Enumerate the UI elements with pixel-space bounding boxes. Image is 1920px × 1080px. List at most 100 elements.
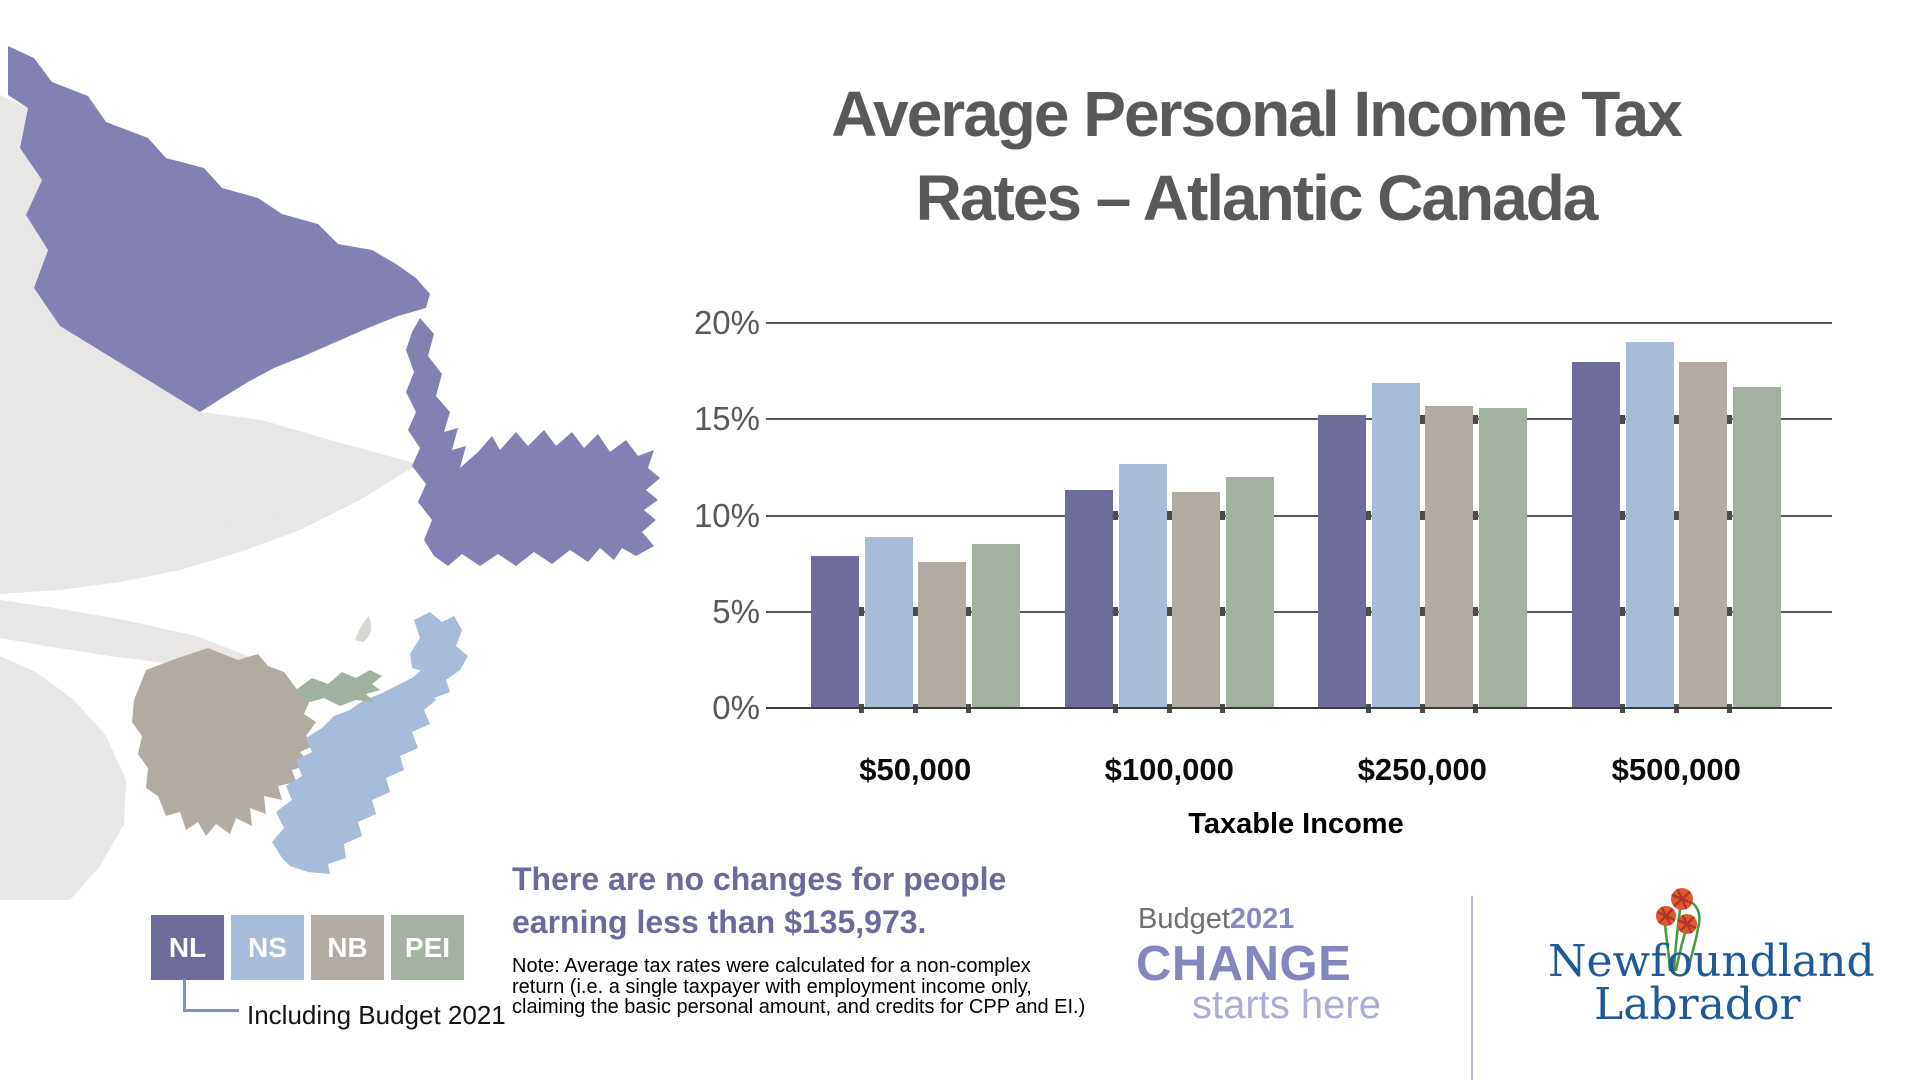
legend-swatch-label: PEI <box>404 931 451 963</box>
gridline <box>766 610 1832 613</box>
legend-swatch-nl: NL <box>151 915 224 980</box>
page-title-line2: Rates – Atlantic Canada <box>915 162 1599 234</box>
logo-wordmark-labrador: Labrador <box>1594 979 1801 1030</box>
vertical-divider <box>1471 896 1473 1080</box>
map-region-pei <box>296 670 382 706</box>
legend-connector-line <box>183 1009 239 1012</box>
legend-swatch-label: NS <box>248 931 287 963</box>
bar-nb-2 <box>1172 492 1220 708</box>
gridline-tick <box>1673 414 1679 424</box>
bar-pei-1 <box>971 544 1020 708</box>
gridline-tick <box>1727 607 1733 617</box>
bar-nl-4 <box>1572 361 1620 708</box>
pitcher-plant-flowers-icon <box>1656 888 1701 972</box>
gridline-tick <box>1220 607 1226 617</box>
bar-nl-2 <box>1065 490 1113 708</box>
legend-connector-line <box>183 979 186 1012</box>
gridline-tick <box>1419 414 1425 424</box>
bar-nl-3 <box>1318 415 1366 708</box>
x-axis-label: $50,000 <box>859 752 972 787</box>
bar-ns-1 <box>864 536 913 708</box>
highlight-statement: There are no changes for people earning … <box>512 858 1006 944</box>
bar-pei-4 <box>1732 386 1781 708</box>
footnote-line2: return (i.e. a single taxpayer with empl… <box>512 975 1032 998</box>
bar-ns-4 <box>1625 342 1674 708</box>
atlantic-canada-map <box>0 46 660 900</box>
gridline-tick <box>1473 414 1479 424</box>
map-region-background-land <box>0 95 418 594</box>
map-region-labrador <box>8 46 430 412</box>
x-axis-title: Taxable Income <box>1188 808 1404 840</box>
x-axis-label: $100,000 <box>1104 752 1234 787</box>
map-region-gaspe <box>0 600 253 666</box>
legend-swatch-pei: PEI <box>391 915 464 980</box>
gridline-tick <box>1166 511 1172 520</box>
bar-ns-3 <box>1371 382 1420 708</box>
legend-swatch-ns: NS <box>231 915 304 980</box>
map-region-cape-breton <box>410 612 468 698</box>
y-axis-tick-label: 15% <box>693 400 760 438</box>
y-axis-tick-label: 20% <box>693 304 760 341</box>
budget-2021-wordmark: Budget2021 <box>1138 903 1294 936</box>
gridline-tick <box>1620 414 1626 424</box>
gridline-tick <box>1620 607 1626 617</box>
bar-nb-3 <box>1425 405 1473 708</box>
gridline <box>766 418 1832 421</box>
budget-year: 2021 <box>1229 903 1295 935</box>
bar-nl-1 <box>811 555 859 708</box>
map-region-newfoundland-island <box>406 318 660 566</box>
bar-pei-2 <box>1225 477 1274 708</box>
starts-here-slogan: starts here <box>1192 983 1381 1027</box>
gridline <box>766 514 1832 517</box>
gridline-tick <box>912 607 918 617</box>
gridline-tick <box>1113 607 1119 617</box>
y-axis-tick-label: 0% <box>712 689 760 726</box>
map-region-west-land <box>0 656 126 900</box>
gridline-tick <box>1727 511 1733 520</box>
x-axis-label: $500,000 <box>1611 752 1741 787</box>
change-slogan: CHANGE <box>1136 937 1352 991</box>
page-title-line1: Average Personal Income Tax <box>831 78 1683 150</box>
legend-swatch-label: NB <box>327 931 368 963</box>
y-axis-tick-label: 5% <box>712 592 760 630</box>
page-title: Average Personal Income Tax Rates – Atla… <box>706 72 1806 240</box>
gridline-tick <box>1366 511 1372 520</box>
gridline-tick <box>1620 511 1626 520</box>
gridline-tick <box>1113 511 1119 520</box>
map-magdalen-islands <box>355 616 371 642</box>
gridline-tick <box>1419 511 1425 520</box>
footnote: Note: Average tax rates were calculated … <box>512 956 1085 1018</box>
gridline-tick <box>1220 511 1226 520</box>
gridline-tick <box>1166 607 1172 617</box>
map-anticosti-island <box>209 506 303 528</box>
logo-wordmark-newfoundland: Newfoundland <box>1548 936 1875 987</box>
gridline-tick <box>966 607 972 617</box>
gridline-tick <box>1473 607 1479 617</box>
budget-label: Budget <box>1138 903 1230 935</box>
legend-swatch-label: NL <box>168 931 207 963</box>
gridline-tick <box>1366 607 1372 617</box>
bar-pei-3 <box>1478 407 1527 708</box>
gridline-tick <box>1727 414 1733 424</box>
gridline-tick <box>1419 607 1425 617</box>
bar-ns-2 <box>1118 463 1167 708</box>
y-axis-tick-label: 10% <box>693 496 760 534</box>
map-region-nova-scotia <box>272 668 436 874</box>
footnote-line3: claiming the basic personal amount, and … <box>512 996 1086 1018</box>
gridline-tick <box>1473 511 1479 520</box>
bar-nb-1 <box>918 561 966 708</box>
x-axis-label: $250,000 <box>1357 752 1487 787</box>
gridline-tick <box>1673 607 1679 617</box>
highlight-statement-line2: earning less than $135,973. <box>512 904 927 940</box>
gridline <box>766 322 1832 324</box>
legend-swatch-nb: NB <box>311 915 384 980</box>
legend-callout: Including Budget 2021 <box>247 1000 506 1030</box>
footnote-line1: Note: Average tax rates were calculated … <box>512 955 1031 977</box>
x-axis-baseline <box>766 707 1832 709</box>
bar-nb-4 <box>1679 361 1727 708</box>
map-region-new-brunswick <box>132 648 318 836</box>
gridline-tick <box>859 607 865 617</box>
gridline-tick <box>1673 511 1679 520</box>
